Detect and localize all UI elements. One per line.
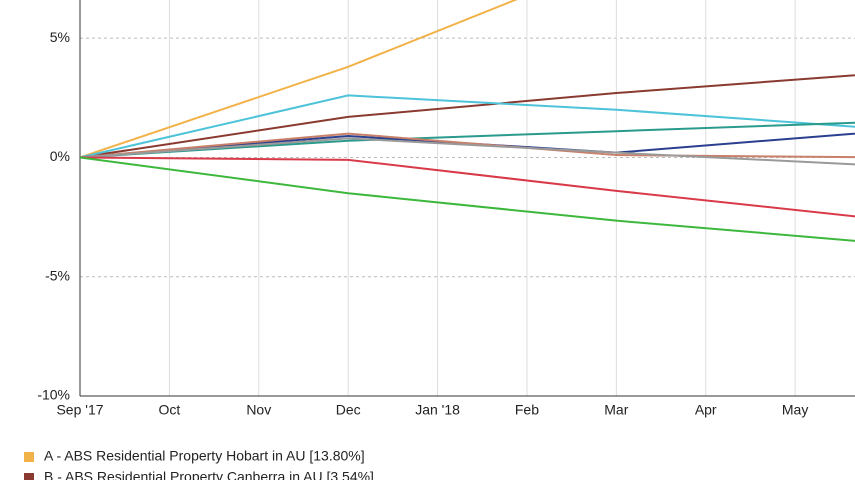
x-tick-label: Oct — [158, 402, 180, 418]
x-tick-label: Apr — [695, 402, 717, 418]
y-tick-label: -5% — [45, 267, 70, 283]
x-tick-label: May — [782, 402, 808, 418]
legend-label: B - ABS Residential Property Canberra in… — [44, 469, 374, 480]
x-tick-label: Nov — [246, 402, 271, 418]
series-line — [80, 137, 855, 166]
y-tick-label: 5% — [50, 29, 70, 45]
series-line — [80, 94, 855, 159]
y-tick-label: -10% — [37, 387, 70, 403]
x-tick-label: Mar — [604, 402, 628, 418]
legend-swatch — [24, 452, 34, 462]
legend-swatch — [24, 473, 34, 480]
series-line — [80, 156, 855, 242]
series-line — [80, 0, 518, 159]
x-tick-label: Dec — [336, 402, 361, 418]
legend-label: A - ABS Residential Property Hobart in A… — [44, 448, 365, 464]
series-line — [80, 156, 855, 218]
x-tick-label: Sep '17 — [56, 402, 103, 418]
y-tick-label: 0% — [50, 148, 70, 164]
series-line — [80, 132, 855, 159]
plot-area — [80, 0, 855, 242]
x-tick-label: Jan '18 — [415, 402, 460, 418]
series-line — [80, 121, 855, 159]
x-tick-label: Feb — [515, 402, 539, 418]
series-line — [80, 74, 855, 159]
